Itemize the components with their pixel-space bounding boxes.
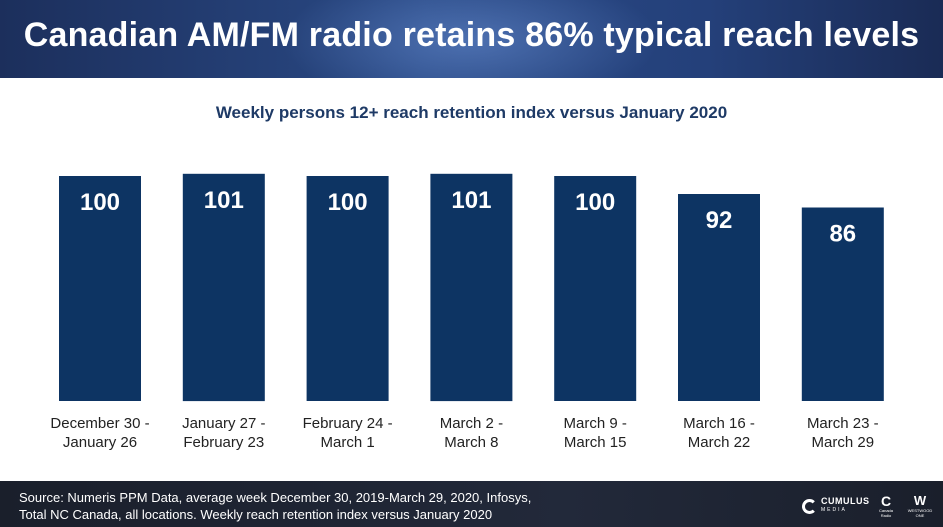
cumulus-media-logo: CUMULUS MEDIA bbox=[802, 496, 870, 516]
category-label-5: March 9 -March 15 bbox=[564, 415, 627, 451]
bar-1 bbox=[59, 176, 141, 401]
westwood-one-logo-mark: W bbox=[913, 493, 927, 508]
bar-4 bbox=[430, 173, 513, 402]
bar-7 bbox=[801, 207, 884, 401]
cumulus-logo-text: CUMULUS bbox=[821, 496, 870, 506]
data-label-3: 100 bbox=[328, 189, 368, 216]
chart-title: Weekly persons 12+ reach retention index… bbox=[215, 103, 728, 122]
category-label-6: March 16 -March 22 bbox=[683, 415, 755, 451]
data-label-4: 101 bbox=[451, 187, 491, 214]
canada-radio-logo-subtext: Canada Radio bbox=[878, 508, 893, 518]
cumulus-logo-icon bbox=[802, 498, 817, 514]
category-label-3: February 24 -March 1 bbox=[303, 415, 393, 451]
category-label-1: December 30 -January 26 bbox=[50, 415, 149, 451]
canada-radio-logo-mark: C bbox=[880, 493, 892, 509]
westwood-one-logo: W WESTWOOD ONE bbox=[906, 493, 934, 519]
bar-6 bbox=[678, 194, 760, 401]
data-label-1: 100 bbox=[80, 189, 120, 216]
category-label-2: January 27 -February 23 bbox=[182, 415, 265, 451]
canada-radio-logo: C Canada Radio bbox=[875, 493, 897, 518]
source-line-1: Source: Numeris PPM Data, average week D… bbox=[19, 490, 532, 505]
data-label-7: 86 bbox=[829, 221, 856, 248]
source-note: Source: Numeris PPM Data, average week D… bbox=[19, 489, 639, 523]
page-title: Canadian AM/FM radio retains 86% typical… bbox=[23, 16, 920, 54]
data-label-6: 92 bbox=[706, 207, 733, 234]
bar-2 bbox=[182, 173, 265, 402]
cumulus-logo-subtext: MEDIA bbox=[821, 507, 847, 513]
westwood-one-logo-subtext: WESTWOOD ONE bbox=[907, 508, 933, 518]
data-label-5: 100 bbox=[575, 189, 615, 216]
category-label-4: March 2 -March 8 bbox=[440, 415, 503, 451]
bar-3 bbox=[306, 176, 389, 401]
title-banner: Canadian AM/FM radio retains 86% typical… bbox=[0, 0, 943, 78]
source-footer: Source: Numeris PPM Data, average week D… bbox=[0, 481, 943, 527]
banner-glow bbox=[280, 0, 660, 78]
data-label-2: 101 bbox=[204, 187, 244, 214]
bar-chart: 100 December 30 -January 26 101 January 27 … bbox=[50, 173, 884, 451]
category-label-7: March 23 -March 29 bbox=[807, 415, 879, 451]
source-line-2: Total NC Canada, all locations. Weekly r… bbox=[19, 507, 493, 522]
bar-5 bbox=[554, 176, 637, 401]
